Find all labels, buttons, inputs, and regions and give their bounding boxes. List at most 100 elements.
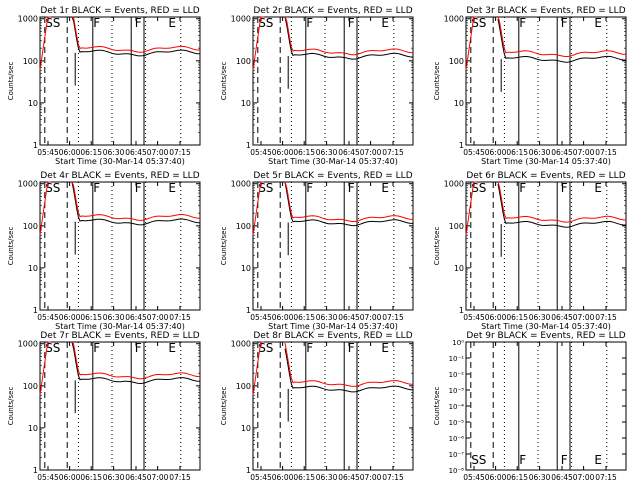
- x-tick-label: 07:15: [169, 148, 191, 157]
- x-tick-label: 07:00: [573, 313, 595, 322]
- y-tick-label: 1000: [18, 180, 38, 189]
- y-tick-label: 100: [23, 57, 38, 66]
- y-tick-label: 10⁻⁵: [449, 419, 465, 427]
- event-marker-label: F: [561, 453, 568, 467]
- plot-title: Det 8r BLACK = Events, RED = LLD: [253, 331, 412, 341]
- x-tick-label: 06:15: [293, 473, 315, 480]
- event-marker-label: F: [519, 181, 526, 195]
- y-axis-label: Counts/sec: [433, 227, 441, 266]
- event-marker-label: SS: [45, 181, 60, 195]
- y-axis-label: Counts/sec: [220, 62, 228, 101]
- y-tick-label: 1: [246, 306, 251, 315]
- y-tick-label: 10: [28, 264, 38, 273]
- event-marker-label: E: [381, 16, 389, 30]
- plot-title: Det 2r BLACK = Events, RED = LLD: [253, 6, 412, 16]
- event-marker-label: F: [519, 16, 526, 30]
- event-marker-label: E: [381, 181, 389, 195]
- event-marker-label: F: [306, 181, 313, 195]
- x-tick-label: 06:00: [272, 473, 294, 480]
- event-marker-label: E: [168, 341, 176, 355]
- series-events-line: [497, 183, 627, 228]
- x-tick-label: 05:45: [37, 473, 59, 480]
- y-tick-label: 100: [449, 222, 464, 231]
- event-marker-label: E: [168, 181, 176, 195]
- plot-frame: [39, 341, 201, 471]
- plot-frame: [39, 16, 201, 146]
- y-tick-label: 1000: [18, 15, 38, 24]
- y-tick-label: 10: [241, 424, 251, 433]
- event-marker-label: SS: [258, 16, 273, 30]
- event-marker-label: SS: [258, 341, 273, 355]
- event-marker-label: E: [594, 16, 602, 30]
- x-tick-label: 05:45: [37, 148, 59, 157]
- detector-plot-3: Det 3r BLACK = Events, RED = LLD 1 10 100 10…: [433, 6, 627, 166]
- x-tick-label: 06:45: [551, 313, 573, 322]
- y-tick-label: 1: [246, 466, 251, 475]
- x-tick-label: 06:00: [59, 473, 81, 480]
- detector-plot-4: Det 4r BLACK = Events, RED = LLD 1 10 100 10…: [7, 171, 201, 331]
- y-tick-label: 1000: [231, 15, 251, 24]
- y-tick-label: 10⁻³: [449, 387, 465, 395]
- x-tick-label: 06:15: [293, 148, 315, 157]
- y-tick-label: 100: [449, 57, 464, 66]
- plot-frame: [252, 181, 414, 311]
- detector-plot-1: Det 1r BLACK = Events, RED = LLD 1 10 100 10…: [7, 6, 201, 166]
- y-tick-label: 1000: [444, 180, 464, 189]
- event-marker-label: SS: [471, 453, 486, 467]
- series-events-line: [497, 18, 627, 63]
- x-tick-label: 06:45: [338, 313, 360, 322]
- x-tick-label: 06:15: [506, 313, 528, 322]
- x-tick-label: 06:45: [551, 148, 573, 157]
- x-tick-label: 06:15: [80, 473, 102, 480]
- detector-plot-9: Det 9r BLACK = Events, RED = LLD 10⁻⁸ 10⁻⁷…: [433, 331, 627, 480]
- x-tick-label: 05:45: [250, 473, 272, 480]
- x-tick-label: 06:15: [293, 313, 315, 322]
- plot-frame: [465, 16, 627, 146]
- x-tick-label: 07:15: [595, 473, 617, 480]
- y-tick-label: 10: [241, 264, 251, 273]
- event-marker-label: F: [135, 181, 142, 195]
- x-tick-label: 06:00: [272, 313, 294, 322]
- x-tick-label: 07:15: [169, 473, 191, 480]
- event-marker-label: F: [93, 341, 100, 355]
- plot-title: Det 7r BLACK = Events, RED = LLD: [40, 331, 199, 341]
- x-tick-label: 05:45: [463, 313, 485, 322]
- event-marker-label: F: [93, 181, 100, 195]
- event-marker-label: F: [135, 341, 142, 355]
- x-tick-label: 06:30: [529, 313, 551, 322]
- x-tick-label: 06:45: [125, 473, 147, 480]
- y-tick-label: 1: [246, 141, 251, 150]
- y-tick-label: 10: [28, 424, 38, 433]
- series-lld-line: [252, 341, 414, 396]
- y-axis-label: Counts/sec: [7, 227, 15, 266]
- series-lld-line: [39, 16, 201, 71]
- x-tick-label: 05:45: [250, 313, 272, 322]
- y-axis-label: Counts/sec: [433, 387, 441, 426]
- event-marker-label: F: [93, 16, 100, 30]
- y-tick-label: 100: [236, 382, 251, 391]
- x-tick-label: 07:15: [169, 313, 191, 322]
- y-tick-label: 10⁰: [452, 339, 464, 347]
- x-tick-label: 06:15: [80, 148, 102, 157]
- series-lld-line: [252, 181, 413, 236]
- y-tick-label: 1: [33, 306, 38, 315]
- y-tick-label: 1: [33, 141, 38, 150]
- y-tick-label: 1: [459, 306, 464, 315]
- x-axis-label: Start Time (30-Mar-14 05:37:40): [268, 322, 398, 331]
- event-marker-label: F: [135, 16, 142, 30]
- plot-frame: [39, 181, 201, 311]
- y-tick-label: 1000: [444, 15, 464, 24]
- y-axis-label: Counts/sec: [433, 62, 441, 101]
- series-lld-line: [465, 181, 626, 236]
- x-tick-label: 07:15: [382, 473, 404, 480]
- x-tick-label: 06:45: [338, 473, 360, 480]
- event-marker-label: F: [306, 341, 313, 355]
- x-tick-label: 06:15: [506, 473, 528, 480]
- x-tick-label: 06:45: [125, 313, 147, 322]
- event-marker-label: SS: [45, 341, 60, 355]
- series-events-line: [71, 181, 200, 226]
- detector-plot-2: Det 2r BLACK = Events, RED = LLD 1 10 100 10…: [220, 6, 414, 166]
- y-axis-label: Counts/sec: [220, 387, 228, 426]
- y-tick-label: 10⁻⁸: [449, 467, 465, 475]
